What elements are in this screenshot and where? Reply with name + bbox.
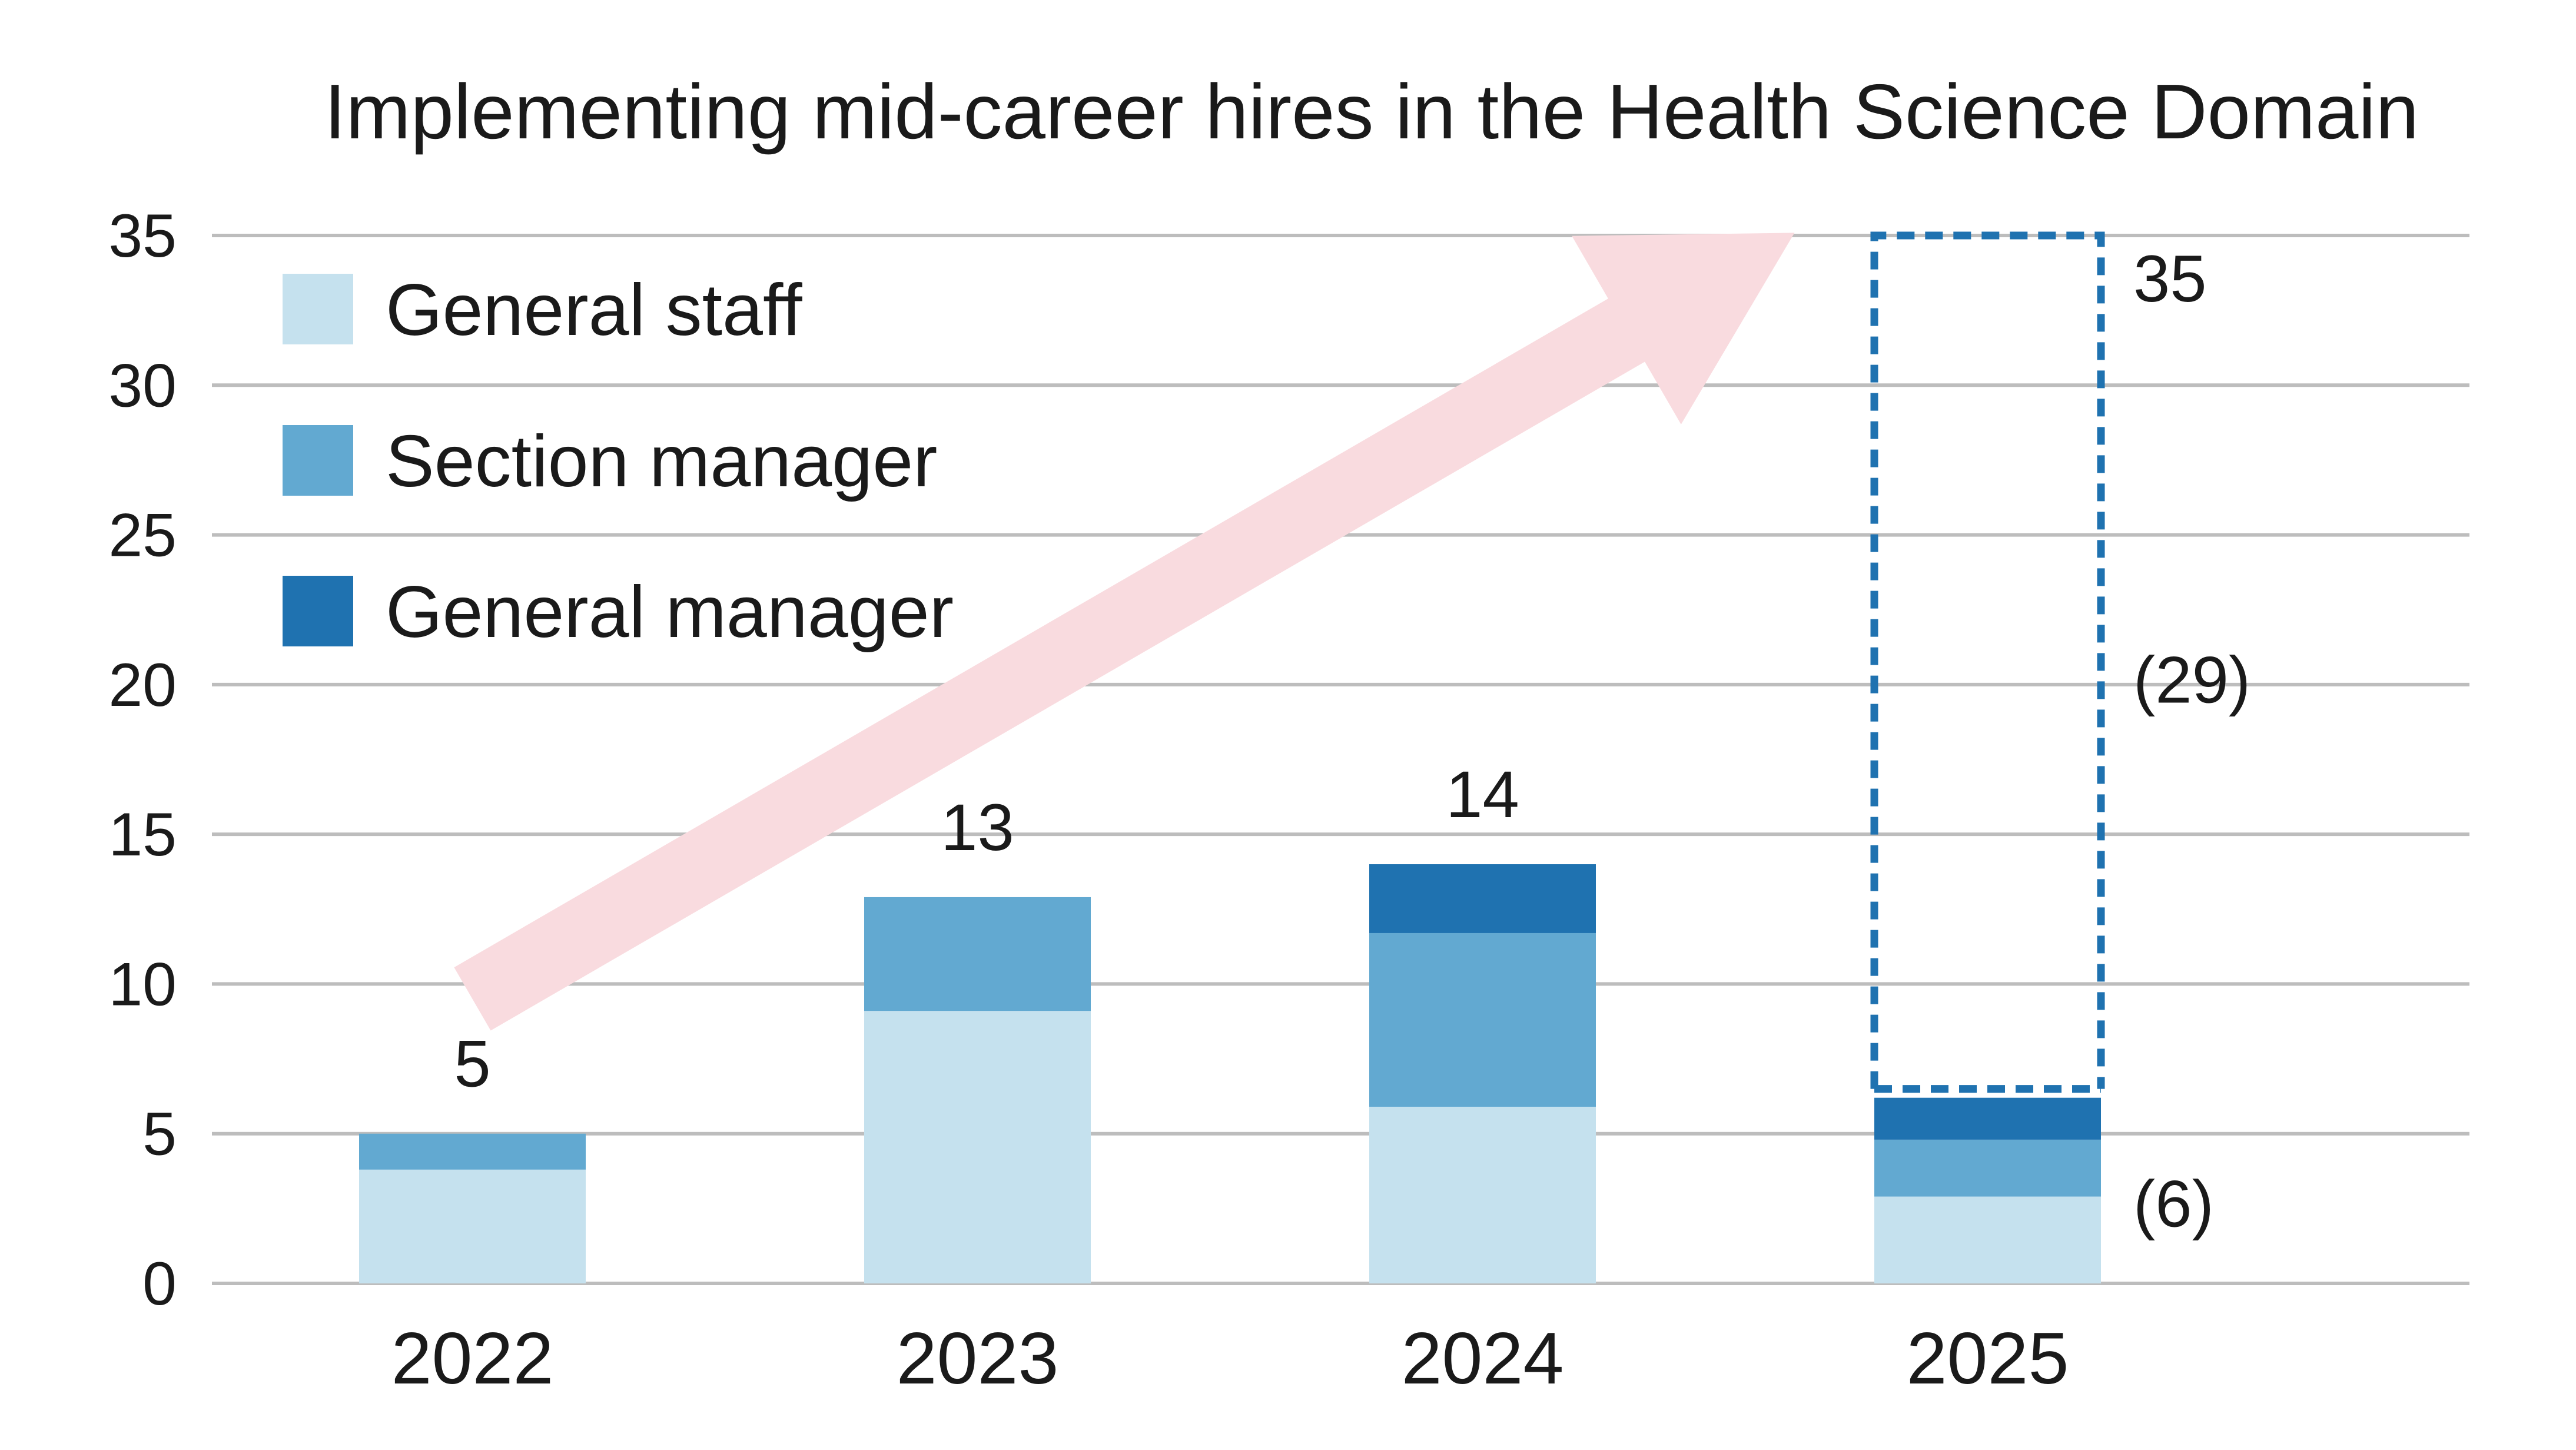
legend-swatch — [283, 425, 353, 496]
y-tick-label: 20 — [108, 651, 177, 719]
y-tick-label: 5 — [142, 1100, 177, 1169]
bar-segment — [1874, 1097, 2101, 1140]
chart-title: Implementing mid-career hires in the Hea… — [324, 68, 2419, 155]
planned-target-layer — [1870, 231, 2105, 1093]
bar-segment — [864, 897, 1091, 1011]
bar-segment — [864, 1011, 1091, 1283]
bar-segment — [1369, 933, 1596, 1107]
bar-total-label: 5 — [454, 1027, 490, 1101]
legend-swatch — [283, 274, 353, 344]
x-tick-label: 2024 — [1402, 1318, 1564, 1399]
bar-segment — [359, 1133, 586, 1170]
bar-segment — [1874, 1196, 2101, 1283]
bar-total-label: 14 — [1446, 758, 1519, 831]
x-axis-ticks: 2022 2023 2024 2025 — [391, 1318, 2069, 1399]
grid-lines — [212, 234, 2469, 1285]
x-tick-label: 2023 — [897, 1318, 1059, 1399]
x-tick-label: 2025 — [1907, 1318, 2069, 1399]
value-labels: 5 13 14 35 (29) (6) — [454, 242, 2250, 1240]
bar-total-label: 13 — [941, 791, 1014, 864]
legend-label: General manager — [386, 572, 954, 653]
planned-target-outline — [1870, 231, 2105, 1089]
x-tick-label: 2022 — [391, 1318, 554, 1399]
bar-segment — [359, 1169, 586, 1283]
legend-label: General staff — [386, 270, 802, 351]
legend-swatch — [283, 576, 353, 646]
y-tick-label: 15 — [108, 801, 177, 869]
planned-target-label: 35 — [2133, 242, 2207, 316]
planned-current-label: (6) — [2133, 1167, 2214, 1240]
bars — [359, 864, 2101, 1283]
legend: General staff Section manager General mana… — [283, 270, 954, 653]
trend-arrow-icon — [454, 233, 1795, 1031]
y-axis-ticks: 0 5 10 15 20 25 30 35 — [108, 202, 177, 1318]
bar-segment — [1369, 864, 1596, 933]
bar-segment — [1369, 1106, 1596, 1283]
y-tick-label: 0 — [142, 1250, 177, 1318]
y-tick-label: 10 — [108, 950, 177, 1018]
y-tick-label: 30 — [108, 351, 177, 420]
bar-segment — [1874, 1139, 2101, 1197]
planned-remaining-label: (29) — [2133, 643, 2250, 716]
y-tick-label: 25 — [108, 502, 177, 570]
trend-arrow-layer — [454, 233, 1795, 1031]
y-tick-label: 35 — [108, 202, 177, 270]
legend-label: Section manager — [386, 421, 937, 502]
